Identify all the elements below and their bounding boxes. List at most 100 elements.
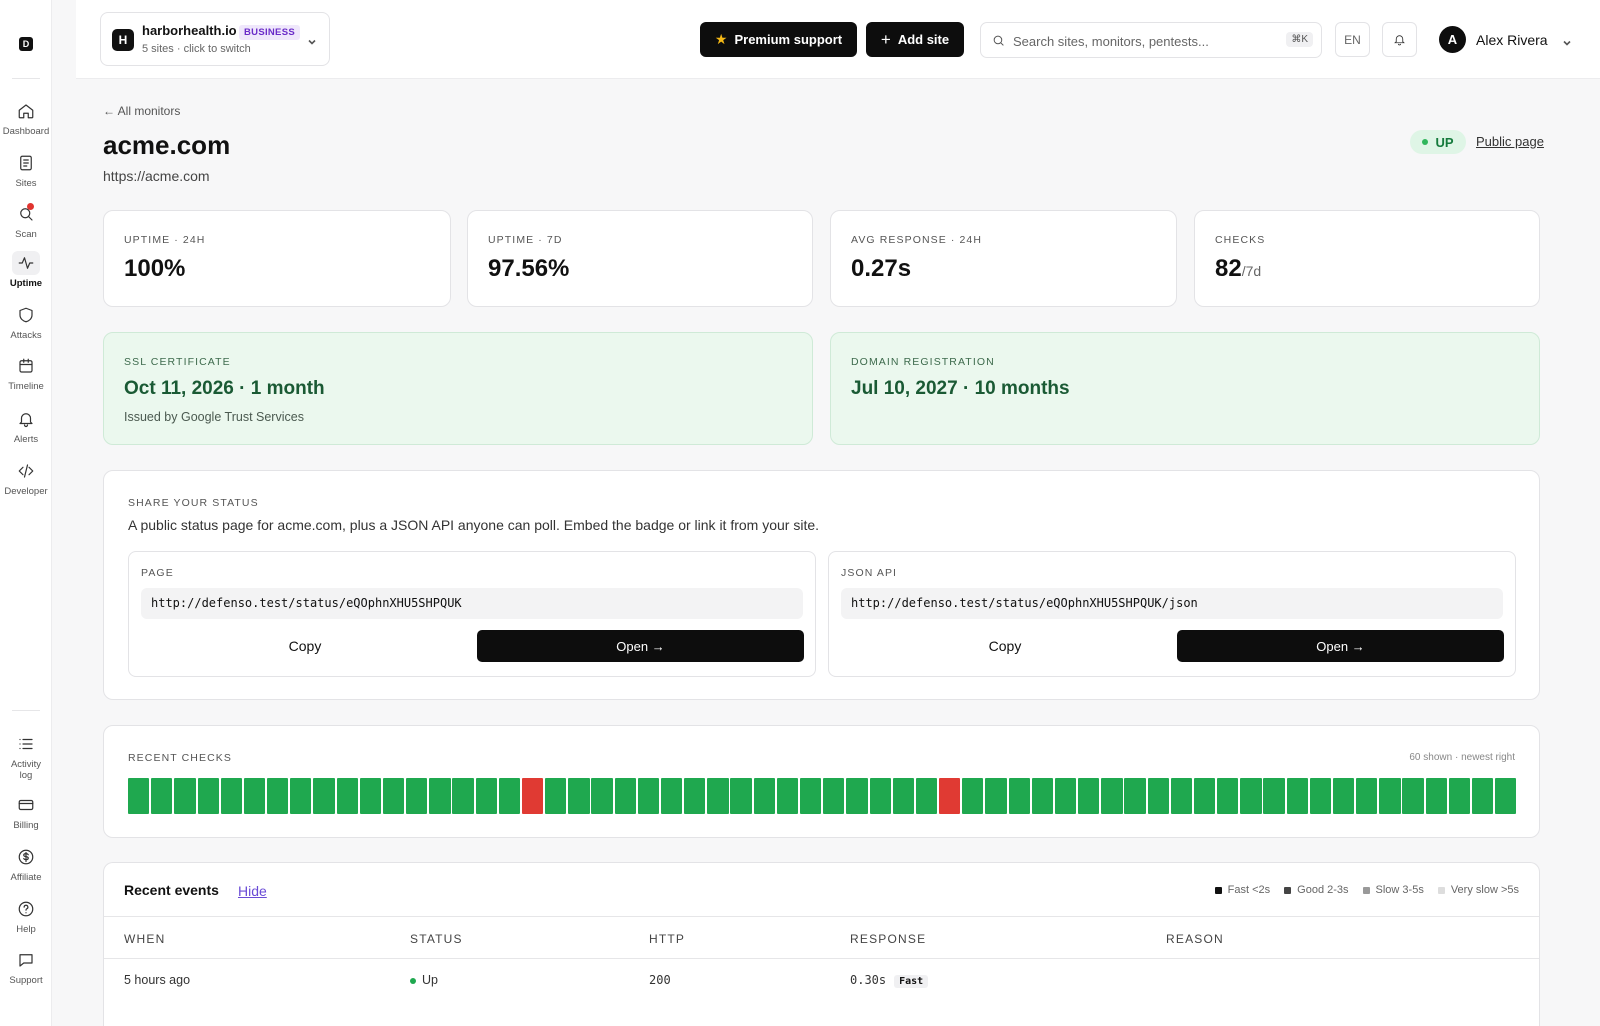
check-bar-up[interactable] [290,778,312,814]
check-bar-up[interactable] [1031,778,1053,814]
check-bar-up[interactable] [1147,778,1169,814]
sidebar-item-uptime[interactable]: Uptime [0,251,52,289]
check-bar-up[interactable] [915,778,938,814]
check-bar-up[interactable] [1054,778,1077,814]
chat-icon [12,948,40,972]
add-site-button[interactable]: + Add site [866,22,964,57]
check-bar-up[interactable] [730,778,752,814]
check-bar-up[interactable] [568,778,590,814]
check-bar-up[interactable] [684,778,706,814]
check-bar-up[interactable] [1402,778,1424,814]
sidebar-item-developer[interactable]: Developer [0,459,52,497]
copy-page-url-button[interactable]: Copy [288,638,322,654]
copy-api-url-button[interactable]: Copy [988,638,1022,654]
check-bar-up[interactable] [174,778,196,814]
check-bar-up[interactable] [1217,778,1239,814]
check-bar-up[interactable] [637,778,660,814]
code-icon [12,459,40,483]
check-bar-up[interactable] [985,778,1007,814]
check-bar-up[interactable] [128,778,150,814]
json-api-url[interactable]: http://defenso.test/status/eQOphnXHU5SHP… [841,588,1503,619]
site-switcher[interactable]: H harborhealth.io BUSINESS 5 sites · cli… [100,12,330,66]
app-logo[interactable]: D [19,37,33,51]
check-bar-up[interactable] [846,778,868,814]
check-bar-up[interactable] [406,778,428,814]
check-bar-up[interactable] [475,778,497,814]
search-input[interactable] [1013,30,1273,52]
check-bar-up[interactable] [591,778,613,814]
column-header-status: STATUS [410,932,463,946]
check-bar-up[interactable] [660,778,683,814]
check-bar-up[interactable] [1471,778,1494,814]
check-bar-up[interactable] [429,778,451,814]
check-bar-up[interactable] [1448,778,1471,814]
check-bar-up[interactable] [1008,778,1030,814]
check-bar-up[interactable] [799,778,822,814]
sidebar-item-timeline[interactable]: Timeline [0,354,52,392]
sidebar-item-alerts[interactable]: Alerts [0,407,52,445]
sidebar-item-affiliate[interactable]: Affiliate [0,845,52,883]
sidebar-item-help[interactable]: Help [0,897,52,935]
sidebar-item-attacks[interactable]: Attacks [0,303,52,341]
check-bar-up[interactable] [1078,778,1100,814]
check-bar-up[interactable] [267,778,289,814]
check-bar-up[interactable] [498,778,521,814]
domain-expiry: Jul 10, 2027 · 10 months [851,378,1070,399]
check-bar-up[interactable] [892,778,914,814]
sidebar-item-label: Uptime [9,278,43,289]
check-bar-up[interactable] [1425,778,1447,814]
check-bar-up[interactable] [359,778,381,814]
check-bar-up[interactable] [707,778,729,814]
stat-card-uptime-7d: UPTIME · 7D 97.56% [467,210,813,307]
check-bar-down[interactable] [521,778,544,814]
user-menu[interactable]: A Alex Rivera [1439,26,1572,53]
check-bar-up[interactable] [823,778,845,814]
check-bar-up[interactable] [776,778,799,814]
open-api-button[interactable]: Open → [1177,630,1504,662]
check-bar-up[interactable] [243,778,266,814]
check-bar-up[interactable] [1124,778,1146,814]
check-bar-up[interactable] [869,778,891,814]
status-page-url[interactable]: http://defenso.test/status/eQOphnXHU5SHP… [141,588,803,619]
check-bar-up[interactable] [1240,778,1262,814]
check-bar-up[interactable] [336,778,358,814]
check-bar-up[interactable] [1286,778,1308,814]
check-bar-up[interactable] [1379,778,1401,814]
sidebar-item-support[interactable]: Support [0,948,52,986]
sidebar-item-dashboard[interactable]: Dashboard [0,99,52,137]
check-bar-down[interactable] [939,778,961,814]
open-page-button[interactable]: Open → [477,630,804,662]
premium-support-button[interactable]: ★ Premium support [700,22,857,57]
check-bar-up[interactable] [197,778,219,814]
check-bar-up[interactable] [1495,778,1517,814]
sidebar-item-sites[interactable]: Sites [0,151,52,189]
notifications-button[interactable] [1382,22,1417,57]
back-to-monitors-link[interactable]: ← All monitors [103,104,181,118]
legend-item: Fast <2s [1214,884,1270,896]
check-bar-up[interactable] [1263,778,1285,814]
language-button[interactable]: EN [1335,22,1370,57]
check-bar-up[interactable] [1332,778,1355,814]
check-bar-up[interactable] [962,778,984,814]
sidebar-divider [12,710,40,711]
check-bar-up[interactable] [1170,778,1193,814]
recent-checks-card: RECENT CHECKS 60 shown · newest right [103,725,1540,838]
sidebar-item-activity-log[interactable]: Activity log [0,732,52,781]
check-bar-up[interactable] [1101,778,1123,814]
sidebar-item-scan[interactable]: Scan [0,202,52,240]
check-bar-up[interactable] [452,778,474,814]
check-bar-up[interactable] [220,778,242,814]
check-bar-up[interactable] [151,778,173,814]
hide-events-link[interactable]: Hide [238,883,267,899]
check-bar-up[interactable] [313,778,335,814]
check-bar-up[interactable] [545,778,567,814]
check-bar-up[interactable] [382,778,405,814]
public-page-link[interactable]: Public page [1476,134,1544,149]
check-bar-up[interactable] [753,778,775,814]
check-bar-up[interactable] [1356,778,1378,814]
check-bar-up[interactable] [1309,778,1332,814]
sidebar-item-label: Scan [15,229,37,240]
sidebar-item-billing[interactable]: Billing [0,793,52,831]
check-bar-up[interactable] [614,778,636,814]
check-bar-up[interactable] [1193,778,1216,814]
